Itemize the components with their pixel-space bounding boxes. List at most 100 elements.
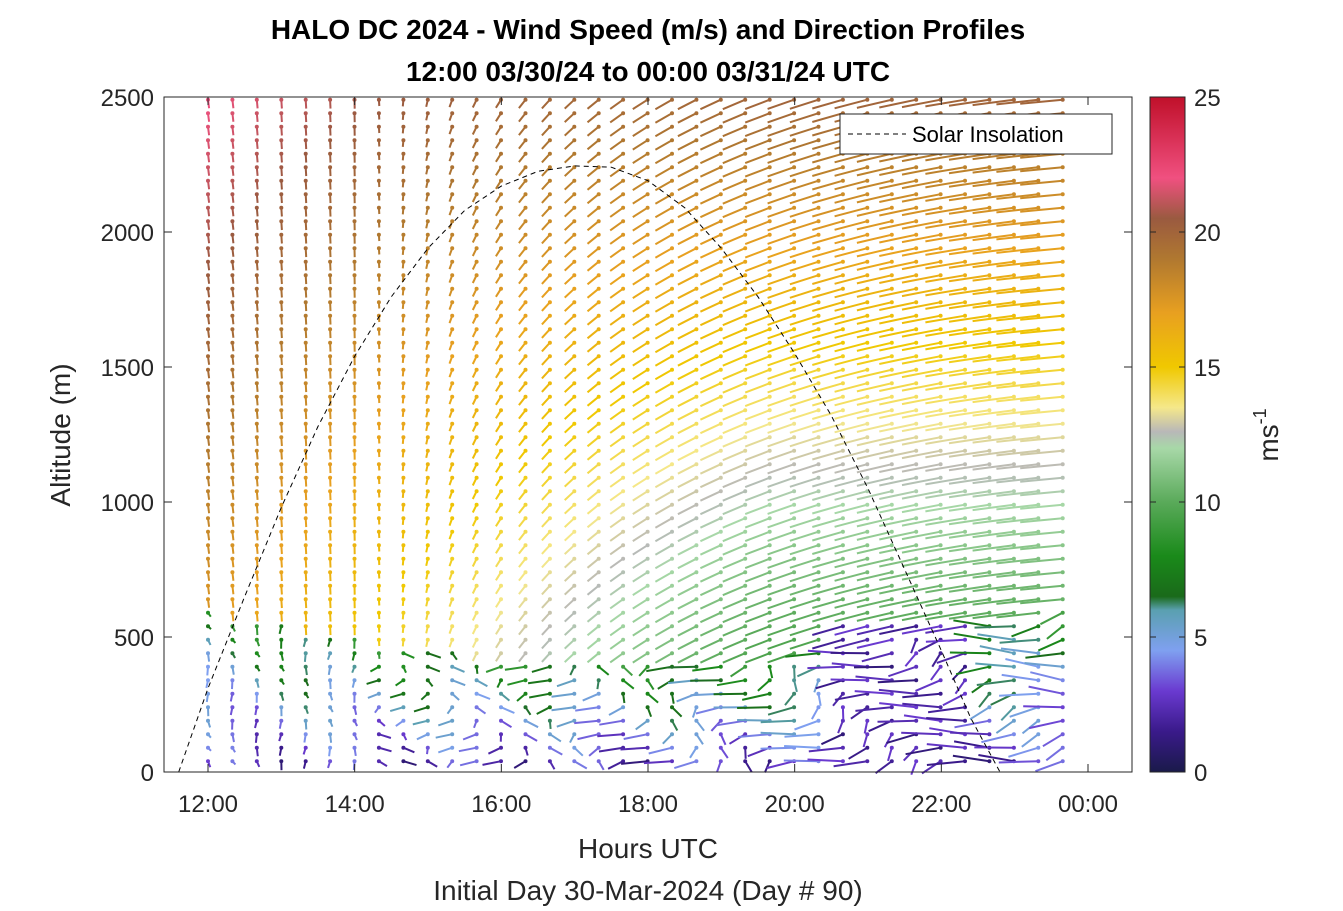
wind-barb-dot (254, 691, 259, 696)
wind-barb-dot (450, 367, 455, 372)
wind-barb (856, 301, 893, 312)
wind-barb (856, 638, 893, 649)
wind-barb (879, 598, 917, 608)
wind-barb-dot (816, 165, 821, 170)
wind-barb (744, 422, 771, 435)
wind-barb-dot (254, 489, 259, 494)
wind-barb (789, 517, 819, 529)
wind-barb-dot (206, 475, 210, 480)
wind-barb (716, 719, 746, 727)
wind-barb-dot (914, 232, 919, 237)
wind-barb-dot (279, 462, 284, 467)
wind-barb (677, 193, 697, 205)
wind-barb (744, 274, 771, 286)
wind-barb-dot (279, 151, 284, 156)
wind-barb-dot (572, 759, 577, 764)
wind-barb-dot (596, 718, 601, 723)
wind-barb (586, 598, 600, 610)
wind-barb-dot (743, 664, 748, 669)
wind-barb-dot (499, 543, 503, 548)
wind-barb (654, 422, 673, 435)
wind-barb-dot (938, 448, 943, 453)
wind-barb-dot (914, 745, 919, 750)
wind-barb-dot (767, 246, 772, 251)
wind-barb-dot (376, 570, 381, 575)
wind-barb-dot (694, 529, 699, 534)
wind-barb-dot (499, 462, 503, 467)
wind-barb (812, 638, 844, 650)
wind-barb (834, 193, 868, 204)
wind-barb-dot (523, 97, 528, 102)
wind-barb-dot (474, 529, 479, 534)
wind-barb-dot (865, 651, 870, 656)
wind-barb (767, 206, 795, 218)
wind-barb-dot (474, 475, 479, 480)
wind-barb-dot (230, 678, 235, 683)
wind-barb-dot (254, 718, 259, 723)
wind-barb-dot (963, 165, 967, 170)
wind-barb (996, 436, 1039, 443)
wind-barb-dot (889, 273, 894, 278)
wind-barb (677, 530, 697, 543)
wind-barb-dot (1011, 705, 1016, 710)
wind-barb-dot (1011, 205, 1016, 210)
wind-barb (856, 476, 893, 487)
wind-barb-dot (523, 421, 528, 426)
wind-barb-dot (865, 313, 870, 318)
wind-barb (666, 665, 697, 669)
wind-barb-dot (572, 556, 577, 561)
wind-barb (564, 625, 575, 636)
wind-barb-dot (865, 543, 870, 548)
wind-barb-dot (230, 475, 235, 480)
wind-barb-dot (963, 246, 967, 251)
wind-barb (925, 530, 966, 540)
wind-barb (609, 233, 624, 245)
wind-barb-dot (987, 192, 992, 197)
wind-barb (861, 652, 893, 663)
wind-barb-dot (645, 516, 650, 521)
wind-barb-dot (987, 178, 992, 183)
wind-barb (883, 733, 893, 748)
wind-barb (996, 193, 1039, 200)
wind-barb-dot (865, 273, 870, 278)
wind-barb-dot (792, 367, 797, 372)
wind-barb (699, 449, 722, 462)
wind-barb-dot (670, 111, 674, 116)
legend: Solar Insolation (839, 113, 1113, 155)
wind-barb (975, 662, 1014, 668)
wind-barb-dot (254, 259, 259, 264)
wind-barb (901, 233, 941, 244)
wind-barb-dot (401, 556, 406, 561)
colorbar-tick-label: 25 (1194, 85, 1221, 112)
wind-barb-dot (645, 394, 650, 399)
wind-barb-dot (206, 178, 210, 183)
wind-barb (856, 152, 893, 163)
wind-barb-dot (328, 435, 333, 440)
wind-barb (744, 571, 771, 583)
wind-barb (574, 719, 599, 725)
wind-barb-dot (621, 718, 626, 723)
wind-barb-dot (889, 732, 894, 737)
wind-barb (598, 746, 624, 753)
wind-barb-dot (938, 286, 943, 291)
wind-barb (925, 584, 966, 594)
wind-barb (978, 693, 991, 708)
wind-barb-dot (767, 664, 772, 669)
wind-barb (879, 98, 917, 109)
wind-barb-dot (1011, 367, 1016, 372)
wind-barb-dot (1011, 313, 1016, 318)
wind-barb-dot (499, 313, 503, 318)
wind-barb (789, 112, 819, 124)
wind-barb-dot (743, 543, 748, 548)
wind-barb-dot (670, 475, 674, 480)
wind-barb-dot (303, 637, 308, 642)
wind-barb-dot (1011, 394, 1016, 399)
wind-barb-dot (401, 651, 406, 656)
x-tick-label: 18:00 (618, 791, 678, 818)
wind-barb-dot (1060, 624, 1065, 629)
wind-barb-dot (303, 97, 308, 102)
wind-barb-dot (1036, 97, 1041, 102)
wind-barb-dot (816, 124, 821, 129)
wind-barb (972, 247, 1015, 255)
wind-barb-dot (279, 475, 284, 480)
